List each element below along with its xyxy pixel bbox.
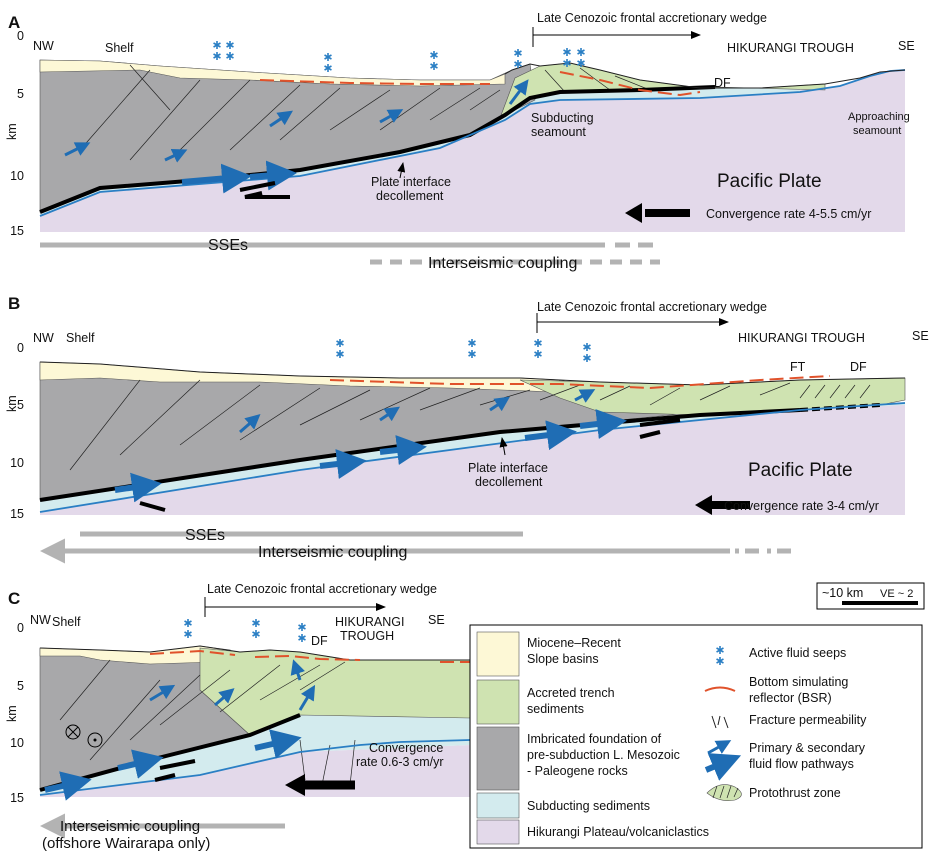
legend-label: reflector (BSR): [749, 691, 832, 705]
section-b-part: [320, 462, 355, 466]
nw-label: NW: [33, 39, 54, 53]
se-label: SE: [898, 39, 915, 53]
sses-label: SSEs: [208, 237, 248, 254]
depth-tick: 15: [10, 791, 24, 805]
depth-tick: 10: [10, 736, 24, 750]
plate-label: Pacific Plate: [717, 171, 822, 192]
legend-label: fluid flow pathways: [749, 757, 854, 771]
nw-label: NW: [30, 613, 51, 627]
legend-label: Protothrust zone: [749, 786, 841, 800]
convergence-label: Convergence: [369, 741, 443, 755]
legend-label: Subducting sediments: [527, 799, 650, 813]
wedge-label: Late Cenozoic frontal accretionary wedge: [207, 582, 437, 596]
wedge-label: Late Cenozoic frontal accretionary wedge: [537, 300, 767, 314]
panel-label: B: [8, 294, 20, 313]
annotation: DF: [850, 360, 867, 374]
depth-unit: km: [5, 705, 19, 722]
section-c-part: [94, 739, 97, 742]
sses-label: SSEs: [185, 527, 225, 544]
depth-tick: 15: [10, 224, 24, 238]
annotation: DF: [311, 634, 328, 648]
decollement-label: decollement: [376, 189, 444, 203]
trough-label: TROUGH: [340, 629, 394, 643]
coupling-label: (offshore Wairarapa only): [42, 835, 210, 852]
decollement-label: Plate interface: [468, 461, 548, 475]
legend-label: Accreted trench: [527, 686, 615, 700]
legend-label: Fracture permeability: [749, 713, 867, 727]
depth-tick: 10: [10, 169, 24, 183]
legend-label: Active fluid seeps: [749, 646, 846, 660]
decollement-label: Plate interface: [371, 175, 451, 189]
depth-unit: km: [5, 123, 19, 140]
legend-part: [477, 632, 519, 676]
trough-label: HIKURANGI: [335, 615, 404, 629]
coupling-label: Interseismic coupling: [60, 818, 200, 835]
legend-part: [477, 727, 519, 790]
trough-label: HIKURANGI TROUGH: [727, 41, 854, 55]
section-b-part: [580, 422, 615, 426]
depth-tick: 10: [10, 456, 24, 470]
section-a: [40, 27, 905, 262]
depth-tick: 5: [17, 87, 24, 101]
legend-part: [477, 820, 519, 844]
decollement-label: decollement: [475, 475, 543, 489]
section-b-part: [380, 448, 415, 452]
depth-tick: 0: [17, 341, 24, 355]
convergence-label: Convergence rate 3-4 cm/yr: [724, 499, 879, 513]
scale-ve: VE ~ 2: [880, 588, 913, 600]
legend-label: Bottom simulating: [749, 675, 848, 689]
scale-bar-part: [842, 601, 918, 605]
plate-label: Pacific Plate: [748, 460, 853, 481]
shelf-label: Shelf: [66, 331, 95, 345]
shelf-label: Shelf: [105, 41, 134, 55]
legend-label: Imbricated foundation of: [527, 732, 662, 746]
scale-length: ~10 km: [822, 586, 863, 600]
se-label: SE: [912, 329, 929, 343]
legend-label: pre-subduction L. Mesozoic: [527, 748, 680, 762]
shelf-label: Shelf: [52, 615, 81, 629]
scale-bar: ~10 km VE ~ 2: [817, 583, 924, 609]
depth-tick: 5: [17, 679, 24, 693]
coupling-label: Interseismic coupling: [428, 255, 577, 272]
wedge-label: Late Cenozoic frontal accretionary wedge: [537, 11, 767, 25]
se-label: SE: [428, 613, 445, 627]
convergence-label: Convergence rate 4-5.5 cm/yr: [706, 207, 871, 221]
section-c: [40, 597, 470, 826]
legend-label: Hikurangi Plateau/volcaniclastics: [527, 825, 709, 839]
section-b: [40, 313, 905, 551]
nw-label: NW: [33, 331, 54, 345]
figure: A NW Shelf SE HIKURANGI TROUGH Late Ceno…: [0, 0, 936, 853]
legend-label: - Paleogene rocks: [527, 764, 628, 778]
trough-label: HIKURANGI TROUGH: [738, 331, 865, 345]
depth-tick: 15: [10, 507, 24, 521]
seamount-label: seamount: [531, 125, 586, 139]
seamount-label: Subducting: [531, 111, 594, 125]
legend-label: Primary & secondary: [749, 741, 866, 755]
depth-tick: 0: [17, 29, 24, 43]
legend-label: sediments: [527, 702, 584, 716]
legend-label: Slope basins: [527, 652, 599, 666]
annotation: DF: [714, 76, 731, 90]
legend-label: Miocene–Recent: [527, 636, 621, 650]
seamount-label: seamount: [853, 125, 901, 137]
legend-part: [477, 680, 519, 724]
depth-unit: km: [5, 395, 19, 412]
panel-label: C: [8, 589, 20, 608]
seamount-label: Approaching: [848, 111, 910, 123]
depth-tick: 0: [17, 621, 24, 635]
convergence-label: rate 0.6-3 cm/yr: [356, 755, 444, 769]
annotation: FT: [790, 360, 806, 374]
coupling-label: Interseismic coupling: [258, 544, 407, 561]
section-a-part: [250, 174, 285, 177]
legend-part: [477, 793, 519, 818]
